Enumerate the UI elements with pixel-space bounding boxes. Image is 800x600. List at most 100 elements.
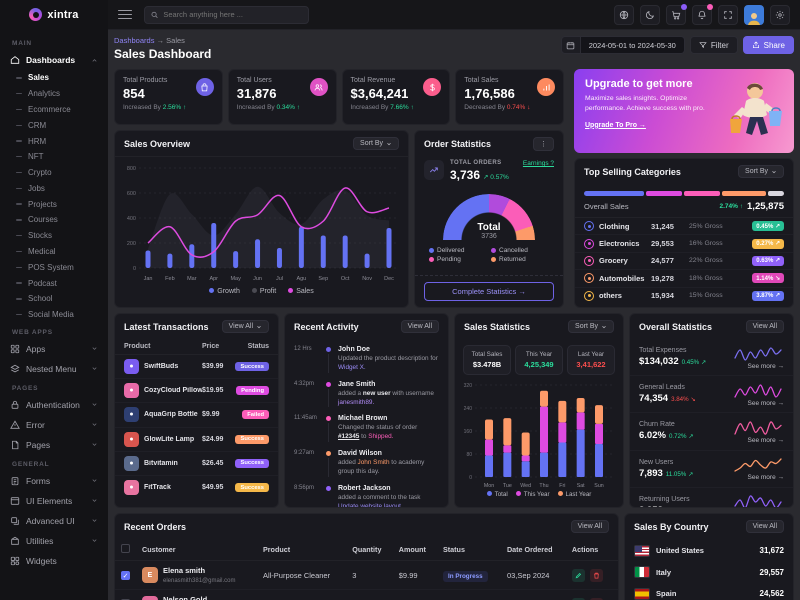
chevron-down-icon bbox=[92, 367, 97, 370]
sidebar-item-ecommerce[interactable]: Ecommerce bbox=[0, 102, 108, 118]
overall-view-all-button[interactable]: View All bbox=[745, 320, 784, 333]
breadcrumb-dashboards[interactable]: Dashboards bbox=[114, 36, 155, 45]
see-more-link[interactable]: See more → bbox=[747, 436, 785, 444]
sidebar-item-courses[interactable]: Courses bbox=[0, 212, 108, 228]
sidebar-item-widgets[interactable]: Widgets bbox=[0, 551, 108, 571]
sidebar-item-nft[interactable]: NFT bbox=[0, 149, 108, 165]
sidebar-item-social-media[interactable]: Social Media bbox=[0, 307, 108, 323]
sidebar-item-advanced-ui[interactable]: Advanced UI bbox=[0, 511, 108, 531]
svg-text:May: May bbox=[230, 276, 241, 282]
fullscreen-icon[interactable] bbox=[718, 4, 738, 25]
activity-view-all-button[interactable]: View All bbox=[400, 320, 439, 333]
file-icon bbox=[12, 440, 19, 449]
upgrade-illustration bbox=[730, 83, 782, 135]
global-search[interactable] bbox=[144, 5, 309, 24]
share-button[interactable]: Share bbox=[742, 36, 794, 54]
transaction-row: ● CozyCloud Pillow $19.95 Pending bbox=[115, 379, 278, 404]
orders-view-all-button[interactable]: View All bbox=[570, 520, 609, 533]
upgrade-link[interactable]: Upgrade To Pro → bbox=[585, 121, 646, 129]
notifications-icon[interactable] bbox=[692, 3, 713, 25]
sidebar-item-hrm[interactable]: HRM bbox=[0, 133, 108, 149]
sidebar-item-authentication[interactable]: Authentication bbox=[0, 395, 108, 415]
cart-icon[interactable] bbox=[666, 3, 687, 25]
sidebar-item-forms[interactable]: Forms bbox=[0, 471, 108, 491]
sidebar-item-ui-elements[interactable]: UI Elements bbox=[0, 491, 108, 511]
calendar-icon[interactable] bbox=[560, 36, 581, 54]
bar-chart-icon bbox=[537, 78, 555, 96]
layers-icon bbox=[10, 364, 20, 372]
sales-overview-chart: 0 200 400 600 800 Jan Feb Mar Apr May Jun Jul Agu Sep… bbox=[115, 157, 408, 286]
sidebar-item-sales[interactable]: Sales bbox=[0, 70, 108, 86]
sidebar-item-school[interactable]: School bbox=[0, 291, 108, 307]
delete-button[interactable] bbox=[590, 597, 603, 600]
users-icon bbox=[309, 78, 328, 96]
sidebar-item-projects[interactable]: Projects bbox=[0, 196, 108, 212]
sidebar-item-crypto[interactable]: Crypto bbox=[0, 165, 108, 181]
sidebar-item-jobs[interactable]: Jobs bbox=[0, 180, 108, 196]
sales-statistics-sort-button[interactable]: Sort By bbox=[568, 320, 614, 333]
language-icon[interactable] bbox=[614, 4, 634, 25]
sales-overview-legend: Growth Profit Sales bbox=[115, 286, 408, 295]
svg-text:600: 600 bbox=[127, 191, 136, 197]
sidebar-item-podcast[interactable]: Podcast bbox=[0, 275, 108, 291]
home-icon bbox=[10, 56, 20, 64]
complete-statistics-button[interactable]: Complete Statistics → bbox=[424, 282, 554, 301]
date-range-picker[interactable]: 2024-05-01 to 2024-05-30 bbox=[560, 36, 685, 54]
sales-statistics-card: Sales Statistics Sort By Total Sales $3.4… bbox=[454, 313, 624, 508]
latest-transactions-card: Latest Transactions View All Product Pri… bbox=[114, 313, 279, 508]
see-more-link[interactable]: See more → bbox=[747, 474, 785, 482]
date-range-value[interactable]: 2024-05-01 to 2024-05-30 bbox=[580, 36, 685, 54]
earnings-link[interactable]: Earnings ? bbox=[522, 160, 554, 167]
brand-logo[interactable]: xintra bbox=[0, 0, 108, 30]
transactions-view-all-button[interactable]: View All bbox=[221, 320, 269, 333]
filter-button[interactable]: Filter bbox=[689, 36, 738, 54]
customer-avatar: E bbox=[142, 567, 158, 583]
sales-overview-sort-button[interactable]: Sort By bbox=[353, 137, 399, 150]
svg-text:Apr: Apr bbox=[209, 276, 218, 282]
order-statistics-menu-button[interactable]: ⋮ bbox=[533, 137, 554, 151]
see-more-link[interactable]: See more → bbox=[747, 399, 785, 407]
edit-button[interactable] bbox=[571, 568, 585, 582]
chevron-down-icon bbox=[92, 443, 97, 446]
kpi-cards: Total Products 854 Increased By 2.56% ↑ … bbox=[114, 69, 564, 125]
stack-icon bbox=[11, 516, 19, 525]
user-avatar[interactable] bbox=[744, 4, 764, 25]
trending-up-icon bbox=[424, 160, 444, 180]
country-view-all-button[interactable]: View All bbox=[745, 520, 784, 533]
sidebar-item-medical[interactable]: Medical bbox=[0, 244, 108, 260]
theme-toggle-icon[interactable] bbox=[640, 4, 660, 25]
search-input[interactable] bbox=[163, 10, 302, 19]
svg-text:Wed: Wed bbox=[520, 483, 531, 489]
sidebar-item-apps[interactable]: Apps bbox=[0, 339, 108, 359]
select-all-checkbox[interactable] bbox=[121, 544, 130, 553]
sidebar-item-error[interactable]: Error bbox=[0, 415, 108, 435]
top-categories-sort-button[interactable]: Sort By bbox=[738, 165, 784, 178]
sidebar-item-nested-menu[interactable]: Nested Menu bbox=[0, 359, 108, 379]
share-icon bbox=[752, 41, 759, 48]
sidebar-item-stocks[interactable]: Stocks bbox=[0, 228, 108, 244]
chevron-down-icon bbox=[92, 519, 97, 522]
see-more-link[interactable]: See more → bbox=[747, 362, 785, 370]
sidebar-item-crm[interactable]: CRM bbox=[0, 117, 108, 133]
row-checkbox[interactable] bbox=[121, 598, 130, 600]
sidebar-item-pos-system[interactable]: POS System bbox=[0, 259, 108, 275]
menu-toggle-icon[interactable] bbox=[118, 7, 132, 22]
svg-text:80: 80 bbox=[466, 452, 472, 458]
sidebar-item-utilities[interactable]: Utilities bbox=[0, 531, 108, 551]
warning-icon bbox=[10, 419, 20, 429]
settings-icon[interactable] bbox=[770, 4, 790, 25]
product-image: ● bbox=[124, 480, 139, 496]
sidebar-item-pages[interactable]: Pages bbox=[0, 435, 108, 455]
upgrade-text: Maximize sales insights. Optimize perfor… bbox=[585, 95, 705, 112]
italy-flag-icon bbox=[634, 566, 650, 578]
svg-text:800: 800 bbox=[127, 166, 136, 172]
sidebar-item-dashboards[interactable]: Dashboards bbox=[0, 50, 108, 70]
svg-text:Jun: Jun bbox=[253, 276, 262, 282]
sidebar-item-analytics[interactable]: Analytics bbox=[0, 86, 108, 102]
row-checkbox[interactable]: ✓ bbox=[121, 570, 130, 580]
edit-button[interactable] bbox=[571, 597, 585, 600]
sidebar-section-pages: PAGES bbox=[12, 384, 39, 392]
delete-button[interactable] bbox=[590, 568, 603, 582]
breadcrumb-current: Sales bbox=[166, 36, 185, 45]
